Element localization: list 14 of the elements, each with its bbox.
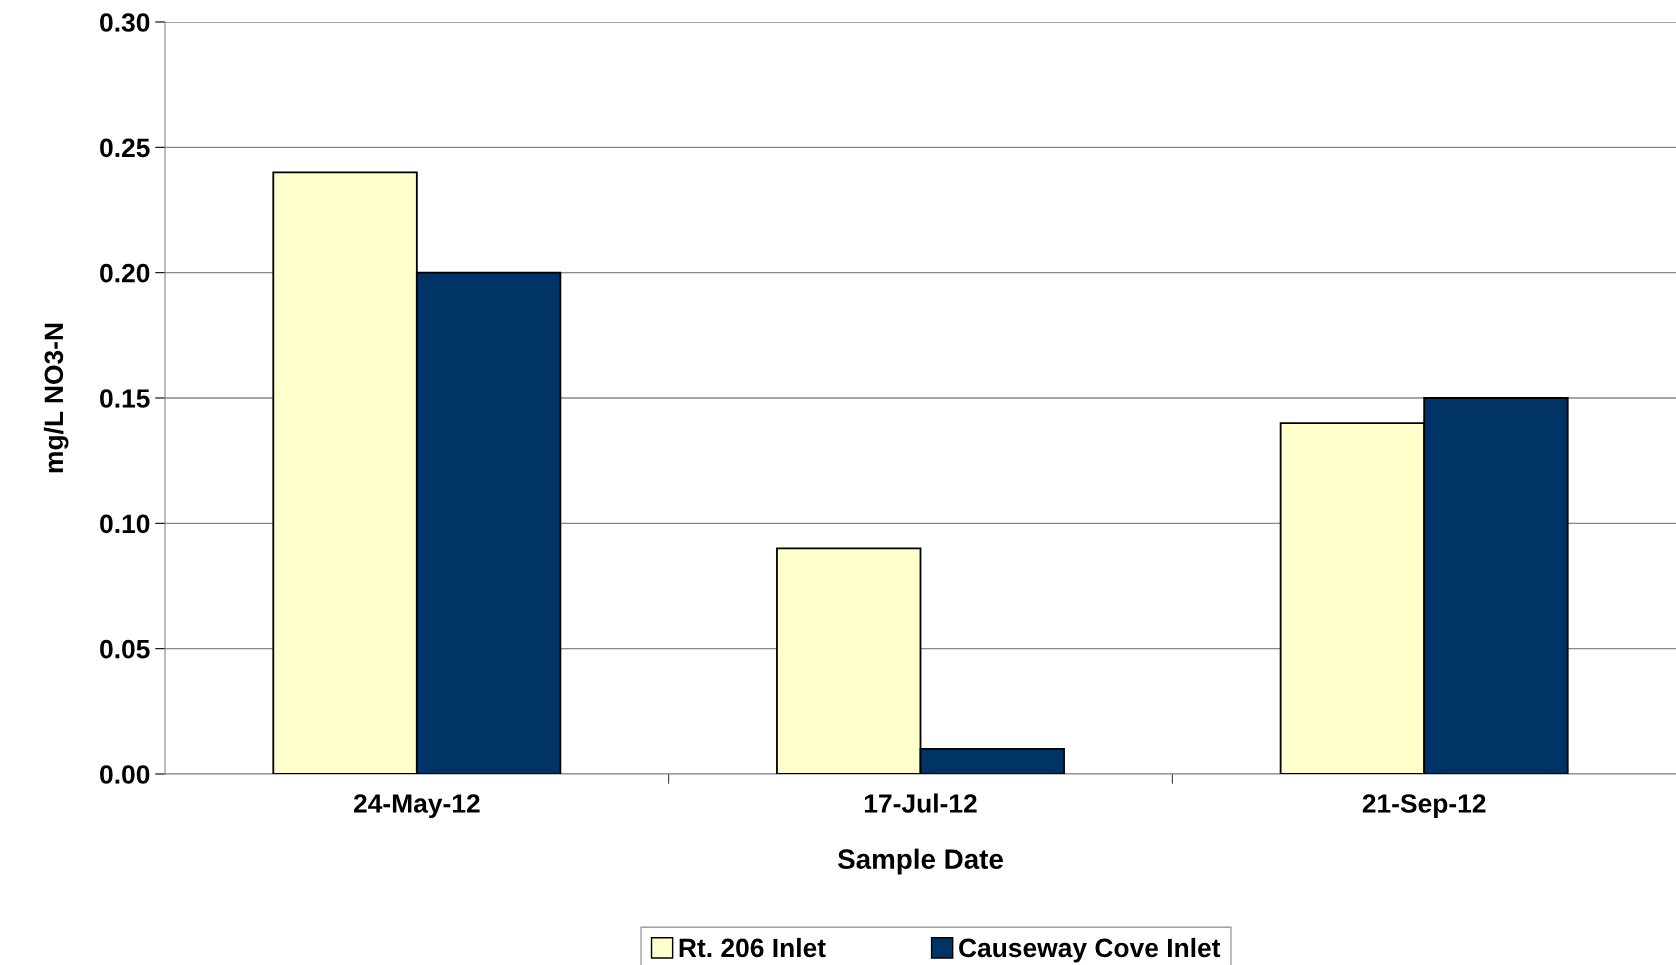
y-tick-label: 0.25	[100, 138, 150, 158]
legend-label: Causeway Cove Inlet	[959, 937, 1221, 963]
legend-label: Rt. 206 Inlet	[679, 937, 826, 958]
y-tick-label: 0.30	[100, 13, 150, 32]
y-tick-label: 0.15	[100, 389, 150, 408]
x-tick-label: 17-Jul-12	[864, 793, 977, 813]
y-tick-label: 0.10	[100, 514, 150, 534]
x-tick-label: 24-May-12	[353, 794, 480, 819]
y-tick-label: 0.20	[100, 263, 150, 283]
y-tick-label: 0.05	[100, 639, 150, 659]
x-axis-title: Sample Date	[837, 848, 1003, 875]
y-tick-label: 0.00	[100, 765, 150, 784]
y-axis-title: mg/L NO3-N	[43, 323, 69, 473]
x-tick-label: 21-Sep-12	[1362, 794, 1486, 819]
